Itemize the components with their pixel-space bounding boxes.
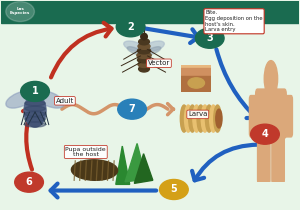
Circle shape <box>118 99 146 119</box>
Text: 5: 5 <box>170 185 177 194</box>
Text: 1: 1 <box>32 87 38 96</box>
Text: Larva: Larva <box>188 111 208 117</box>
FancyArrowPatch shape <box>23 107 36 169</box>
Circle shape <box>21 81 50 101</box>
Text: 6: 6 <box>26 177 32 187</box>
Text: 7: 7 <box>129 104 136 114</box>
Text: 4: 4 <box>262 129 268 139</box>
FancyArrowPatch shape <box>192 145 258 180</box>
FancyArrowPatch shape <box>216 49 256 118</box>
Circle shape <box>195 28 224 48</box>
Circle shape <box>15 172 44 192</box>
Text: Las
Especies: Las Especies <box>10 7 30 15</box>
Circle shape <box>6 1 34 22</box>
FancyArrowPatch shape <box>168 104 173 115</box>
FancyArrowPatch shape <box>144 28 198 43</box>
FancyArrowPatch shape <box>51 23 112 77</box>
Circle shape <box>116 17 145 37</box>
Circle shape <box>250 124 279 144</box>
Text: Adult: Adult <box>56 98 74 104</box>
Text: 3: 3 <box>206 33 213 43</box>
Text: Bite.
Egg deposition on the
host's skin.
Larva entry: Bite. Egg deposition on the host's skin.… <box>205 10 263 33</box>
Circle shape <box>160 180 188 199</box>
Text: Pupa outside
the host: Pupa outside the host <box>65 147 106 157</box>
FancyBboxPatch shape <box>1 1 299 23</box>
Text: 2: 2 <box>127 22 134 32</box>
FancyArrowPatch shape <box>51 184 156 197</box>
Text: Vector: Vector <box>148 60 170 66</box>
